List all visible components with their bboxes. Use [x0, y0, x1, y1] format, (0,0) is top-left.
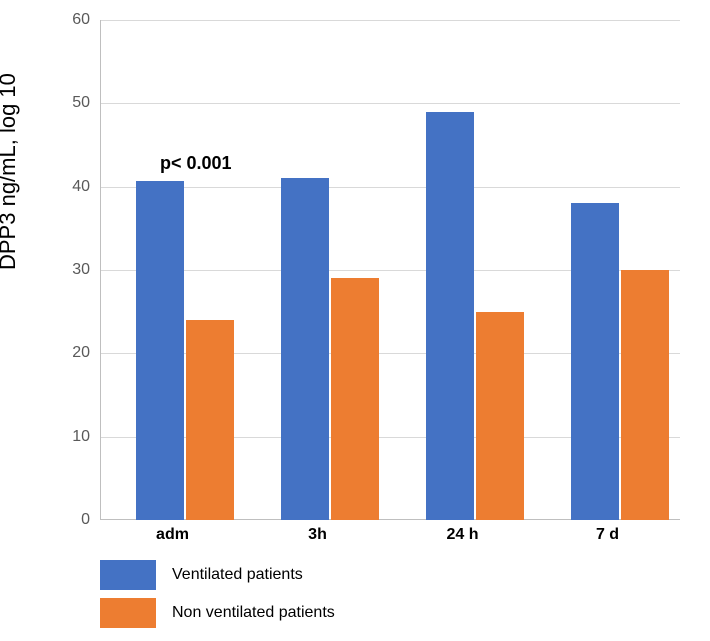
legend-label: Ventilated patients [172, 566, 303, 584]
gridline [100, 187, 680, 188]
gridline [100, 103, 680, 104]
y-tick-label: 20 [72, 344, 100, 362]
x-category-label: 24 h [446, 520, 478, 544]
bar [571, 203, 619, 520]
plot-area: 0102030405060adm3h24 h7 dp< 0.001 [100, 20, 680, 520]
legend-swatch [100, 598, 156, 628]
y-tick-label: 30 [72, 261, 100, 279]
bar [426, 112, 474, 520]
x-category-label: 7 d [596, 520, 619, 544]
y-tick-label: 60 [72, 11, 100, 29]
y-tick-label: 10 [72, 428, 100, 446]
bar [281, 178, 329, 520]
legend-item: Ventilated patients [100, 560, 335, 590]
y-axis-label: DPP3 ng/mL, log 10 [0, 73, 21, 270]
y-tick-label: 0 [81, 511, 100, 529]
bar [476, 312, 524, 520]
legend-swatch [100, 560, 156, 590]
bar [621, 270, 669, 520]
y-tick-label: 50 [72, 94, 100, 112]
bar [331, 278, 379, 520]
legend-label: Non ventilated patients [172, 604, 335, 622]
bar [186, 320, 234, 520]
p-value-annotation: p< 0.001 [160, 153, 232, 174]
y-axis [100, 20, 101, 520]
legend: Ventilated patients Non ventilated patien… [100, 560, 335, 636]
legend-item: Non ventilated patients [100, 598, 335, 628]
y-tick-label: 40 [72, 178, 100, 196]
x-category-label: 3h [308, 520, 327, 544]
bar [136, 181, 184, 520]
chart-container: DPP3 ng/mL, log 10 0102030405060adm3h24 … [0, 0, 710, 641]
gridline [100, 20, 680, 21]
x-category-label: adm [156, 520, 189, 544]
